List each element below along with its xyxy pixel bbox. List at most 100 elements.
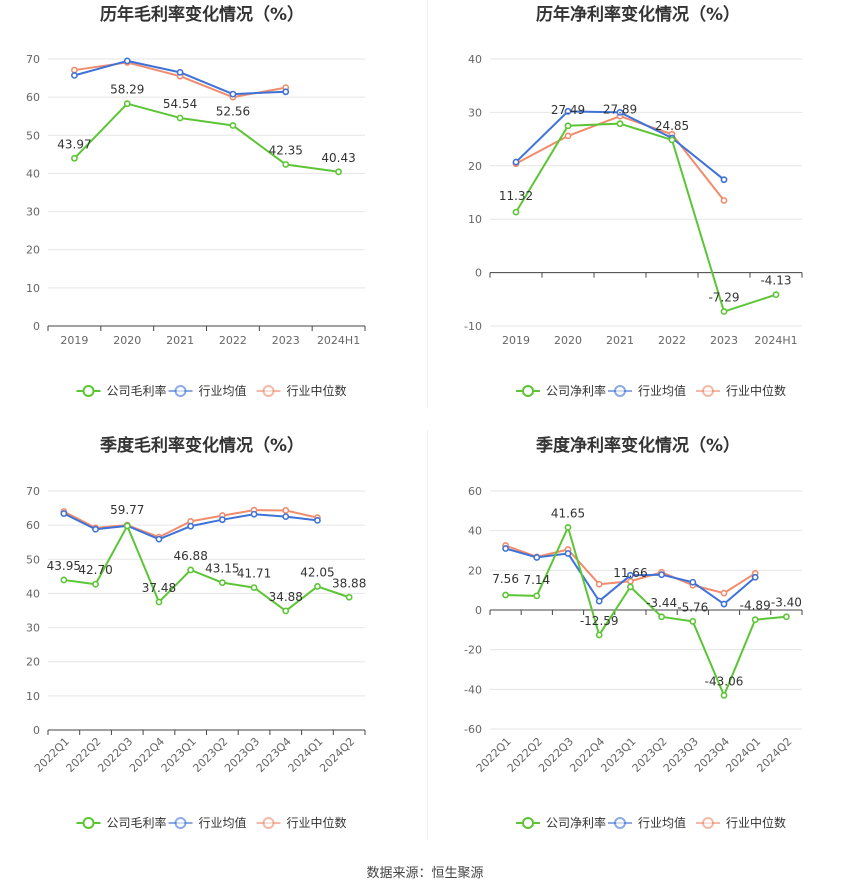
x-tick-label: 2024Q2 xyxy=(754,735,794,775)
x-tick-label: 2019 xyxy=(60,334,88,347)
data-point-company xyxy=(502,591,509,599)
data-point-industry_median xyxy=(564,132,572,140)
data-label: -43.06 xyxy=(705,674,744,688)
legend-marker-industry_avg xyxy=(614,385,626,397)
x-tick-label: 2021 xyxy=(606,334,634,347)
data-point-industry_avg xyxy=(564,550,572,557)
data-point-company xyxy=(533,592,541,600)
data-point-company xyxy=(229,122,237,129)
data-label: 42.35 xyxy=(269,143,303,157)
y-tick-label: 60 xyxy=(468,485,482,498)
data-point-company xyxy=(155,598,163,606)
series-line-industry_median xyxy=(515,115,725,202)
data-point-industry_avg xyxy=(720,600,728,608)
legend-marker-industry_median xyxy=(262,817,275,829)
y-tick-label: 70 xyxy=(26,53,40,66)
legend-label: 公司毛利率 xyxy=(107,383,167,398)
data-point-company xyxy=(314,583,321,590)
y-tick-label: 40 xyxy=(468,53,482,66)
data-point-company xyxy=(60,576,68,584)
data-label: 27.49 xyxy=(551,103,585,117)
y-tick-label: 10 xyxy=(26,690,40,703)
chart-legend: 公司毛利率 行业均值 行业中位数 xyxy=(76,815,347,830)
divider-vertical-bottom xyxy=(427,430,428,840)
legend-label: 行业中位数 xyxy=(726,815,786,830)
chart-title: 季度净利率变化情况（%） xyxy=(536,435,740,456)
data-point-company xyxy=(564,523,572,531)
data-label: 38.88 xyxy=(332,576,366,590)
legend-marker-industry_median xyxy=(702,385,714,397)
chart-panel-4: 季度净利率变化情况（%）-60-40-2002040602022Q12022Q2… xyxy=(464,435,803,830)
data-point-company xyxy=(250,584,258,591)
data-label: 43.15 xyxy=(205,562,239,576)
data-point-industry_avg xyxy=(282,513,290,521)
legend-marker-company xyxy=(522,385,534,397)
data-label: -4.89 xyxy=(740,599,771,613)
data-point-company xyxy=(92,580,99,588)
data-point-company xyxy=(282,161,290,168)
legend-label: 行业均值 xyxy=(199,815,247,830)
x-tick-label: 2021 xyxy=(166,334,194,347)
data-label: 52.56 xyxy=(216,105,250,119)
y-tick-label: -40 xyxy=(464,683,482,696)
legend-label: 行业中位数 xyxy=(287,383,347,398)
legend-label: 行业中位数 xyxy=(287,815,347,830)
data-point-industry_avg xyxy=(282,88,290,96)
data-label: -3.40 xyxy=(771,596,802,610)
data-label: 43.97 xyxy=(57,137,91,151)
data-label: -5.76 xyxy=(677,600,708,614)
y-tick-label: 30 xyxy=(468,106,482,119)
legend-label: 公司净利率 xyxy=(546,383,606,398)
data-label: -4.13 xyxy=(760,274,791,288)
data-point-industry_avg xyxy=(71,72,78,79)
data-point-industry_avg xyxy=(595,597,603,605)
y-tick-label: 60 xyxy=(26,91,40,104)
divider-vertical-top xyxy=(427,0,428,408)
series-line-company xyxy=(505,526,787,697)
legend-label: 公司毛利率 xyxy=(107,815,167,830)
legend-marker-industry_avg xyxy=(614,817,626,829)
x-tick-label: 2020 xyxy=(113,334,141,347)
legend-marker-industry_avg xyxy=(174,817,187,829)
y-tick-label: 10 xyxy=(26,282,40,295)
data-label: 42.05 xyxy=(300,565,334,579)
x-tick-label: 2024H1 xyxy=(754,334,797,347)
data-point-company xyxy=(187,566,195,574)
y-tick-label: 30 xyxy=(26,622,40,635)
data-label: -3.44 xyxy=(646,596,677,610)
y-tick-label: 0 xyxy=(475,267,482,280)
data-point-company xyxy=(345,593,353,601)
legend-marker-industry_median xyxy=(702,817,714,829)
chart-panel-3: 季度毛利率变化情况（%）0102030405060702022Q12022Q22… xyxy=(26,435,366,830)
chart-legend: 公司净利率 行业均值 行业中位数 xyxy=(516,815,786,830)
legend-label: 行业均值 xyxy=(638,815,686,830)
data-point-industry_avg xyxy=(616,109,624,116)
legend-label: 公司净利率 xyxy=(546,815,606,830)
chart-panel-2: 历年净利率变化情况（%） -10 0 10 20 30 40 2019 2020 2021 2022… xyxy=(464,4,803,398)
chart-title: 季度毛利率变化情况（%） xyxy=(100,435,304,456)
data-point-industry_avg xyxy=(187,522,195,530)
data-label: 27.89 xyxy=(603,103,637,117)
data-point-industry_avg xyxy=(218,516,226,524)
data-point-industry_median xyxy=(282,507,290,514)
x-tick-label: 2024H1 xyxy=(317,334,360,347)
y-tick-label: -20 xyxy=(464,644,482,657)
y-tick-label: 20 xyxy=(26,656,40,669)
y-tick-label: 40 xyxy=(26,167,40,180)
data-label: 41.71 xyxy=(237,567,271,581)
y-tick-label: 20 xyxy=(468,160,482,173)
x-tick-label: 2019 xyxy=(502,334,530,347)
y-tick-label: 0 xyxy=(475,604,482,617)
data-point-industry_avg xyxy=(314,516,321,524)
data-point-industry_median xyxy=(720,589,728,597)
legend-label: 行业均值 xyxy=(638,383,686,398)
data-label: -12.59 xyxy=(580,614,619,628)
data-point-company xyxy=(282,607,290,615)
data-point-company xyxy=(783,613,790,621)
data-point-company xyxy=(564,122,572,130)
data-point-industry_avg xyxy=(627,571,634,579)
data-point-industry_avg xyxy=(250,510,258,518)
data-label: 59.77 xyxy=(110,503,144,517)
y-tick-label: 40 xyxy=(26,587,40,600)
